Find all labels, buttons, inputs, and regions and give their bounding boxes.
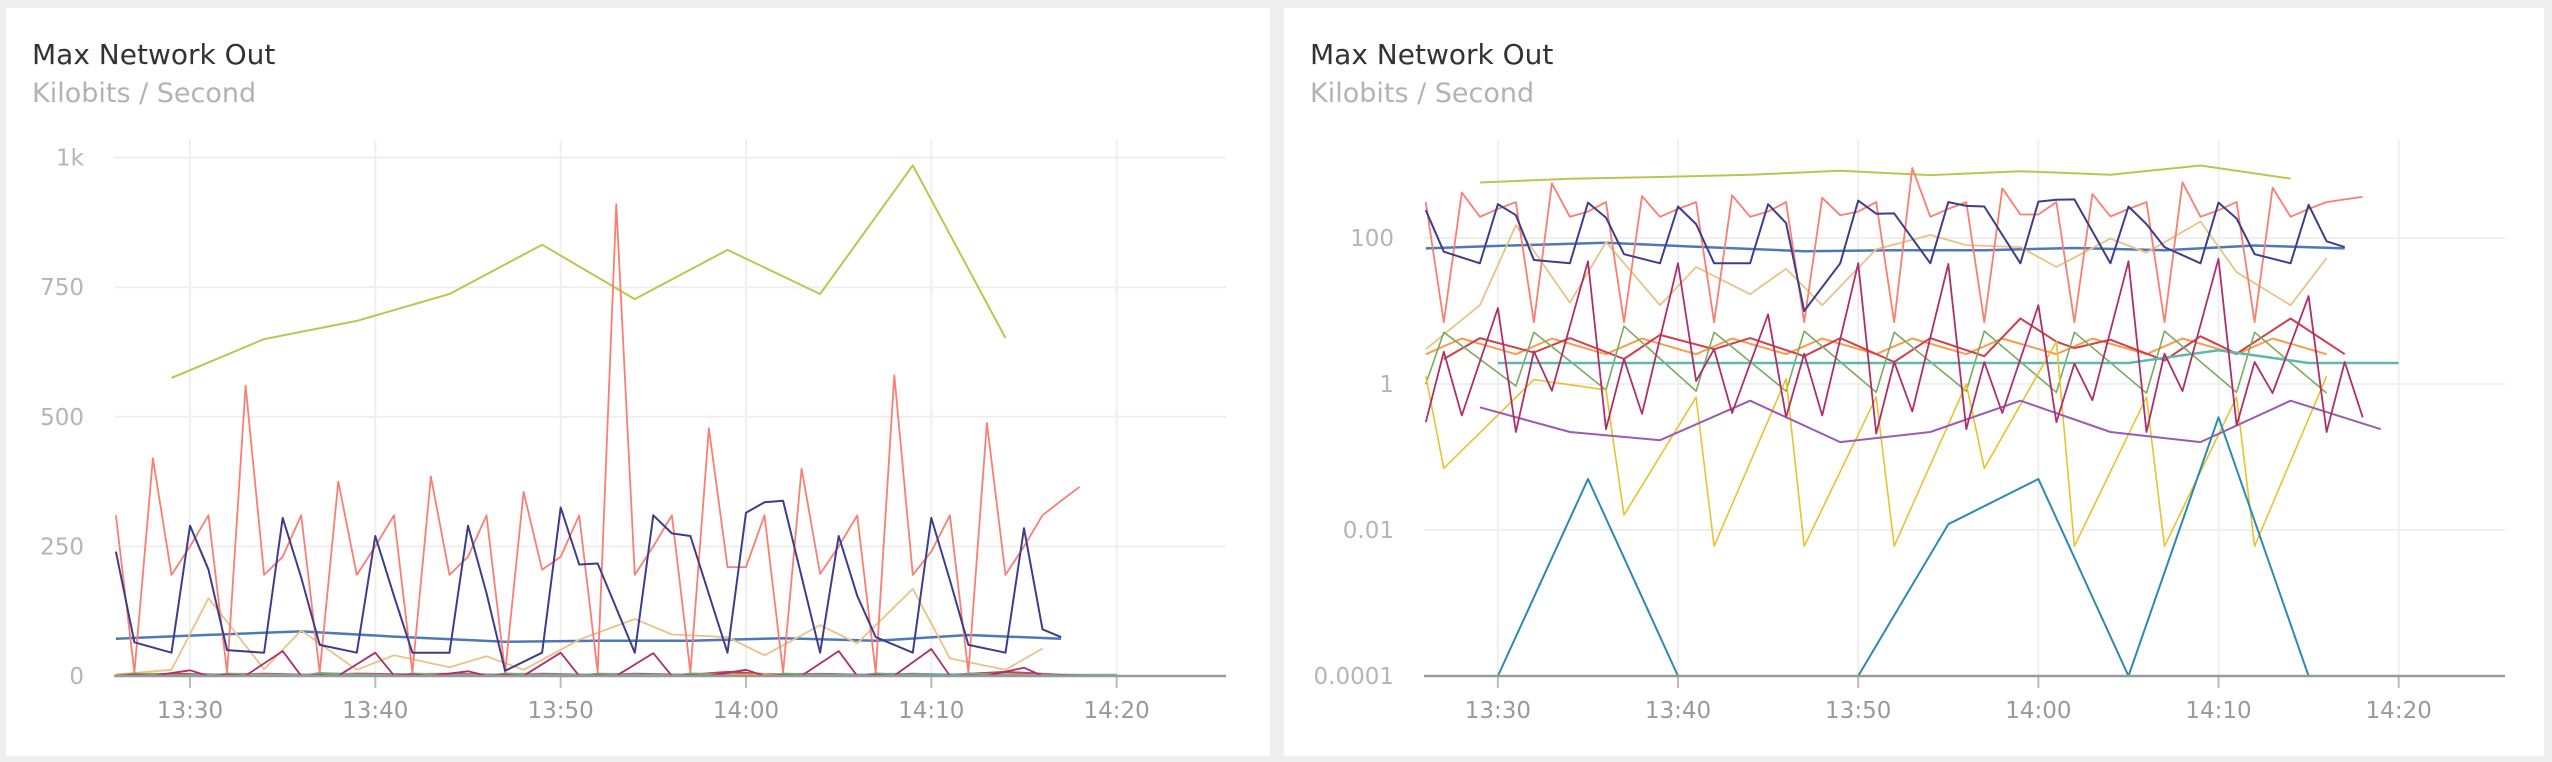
y-tick-label: 0.01 [1343, 518, 1394, 544]
series-line-12 [1496, 416, 2399, 677]
series-line-1 [115, 630, 1062, 644]
series-line-10 [1479, 399, 2382, 444]
x-tick-label: 14:10 [2185, 698, 2251, 724]
chart-card-log: Max Network Out Kilobits / Second 13:30 1… [1284, 8, 2544, 756]
series-line-4 [1424, 198, 2346, 312]
x-tick-label: 14:00 [2005, 698, 2071, 724]
y-tick-label: 0 [69, 664, 84, 690]
series-line-7 [1425, 325, 2328, 394]
series-line-9 [1425, 340, 2328, 547]
chart-plot-linear: 13:30 13:40 13:50 14:00 14:10 14:20 0 250 500 750… [40, 140, 1226, 724]
y-tick-label: 750 [40, 275, 84, 301]
x-tick-label: 14:10 [898, 698, 964, 724]
series-line-3 [1424, 167, 2363, 324]
series-line-2 [1425, 220, 2328, 350]
chart-title: Max Network Out [32, 38, 276, 71]
chart-card-linear: Max Network Out Kilobits / Second 13:30 1… [6, 8, 1270, 756]
chart-title: Max Network Out [1310, 38, 1554, 71]
chart-subtitle: Kilobits / Second [32, 78, 257, 109]
x-tick-label: 14:20 [2366, 698, 2432, 724]
y-tick-label: 0.0001 [1314, 664, 1394, 690]
x-tick-label: 13:40 [342, 698, 408, 724]
x-tick-label: 13:30 [1465, 698, 1531, 724]
y-tick-label: 500 [40, 405, 84, 431]
series-line-0 [1479, 164, 2291, 184]
chart-subtitle: Kilobits / Second [1310, 78, 1535, 109]
x-tick-label: 14:20 [1084, 698, 1150, 724]
y-tick-label: 250 [40, 534, 84, 560]
series-line-6 [1443, 317, 2346, 363]
series-line-0 [171, 164, 1007, 379]
series-line-2 [115, 588, 1043, 676]
x-tick-label: 13:50 [1825, 698, 1891, 724]
y-tick-label: 1k [56, 146, 85, 172]
x-tick-label: 13:40 [1645, 698, 1711, 724]
x-tick-label: 14:00 [713, 698, 779, 724]
y-tick-label: 1 [1379, 372, 1394, 398]
y-tick-label: 100 [1350, 226, 1394, 252]
series-line-8 [1497, 348, 2399, 365]
series-line-3 [115, 203, 1081, 674]
series-line-1 [1425, 241, 2345, 253]
series-line-11 [1424, 257, 2364, 435]
chart-plot-log: 13:30 13:40 13:50 14:00 14:10 14:20 0.0001 0.01… [1314, 140, 2505, 724]
x-tick-label: 13:30 [157, 698, 223, 724]
series-line-4 [114, 499, 1062, 672]
x-tick-label: 13:50 [528, 698, 594, 724]
